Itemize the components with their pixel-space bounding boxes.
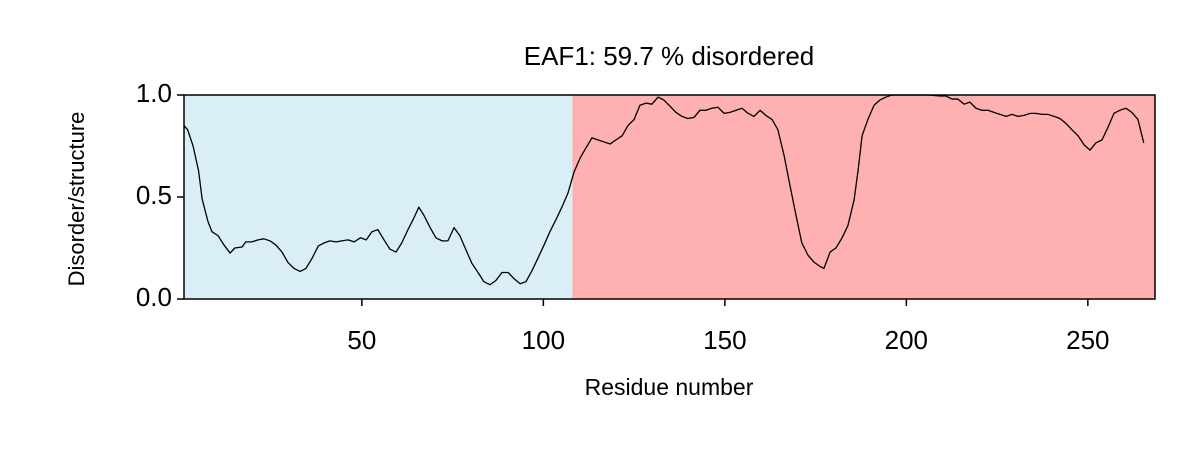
x-tick-label: 200: [885, 325, 928, 355]
y-tick-label: 0.5: [136, 180, 172, 210]
chart-title: EAF1: 59.7 % disordered: [524, 41, 815, 71]
y-tick-label: 0.0: [136, 282, 172, 312]
y-tick-label: 1.0: [136, 78, 172, 108]
y-axis-label: Disorder/structure: [64, 112, 89, 287]
x-tick-label: 250: [1066, 325, 1109, 355]
x-tick-label: 100: [522, 325, 565, 355]
data-line: [183, 94, 1145, 286]
x-tick-label: 150: [703, 325, 746, 355]
region: [572, 95, 1155, 299]
x-tick-label: 50: [347, 325, 376, 355]
region: [184, 95, 573, 299]
x-axis-label: Residue number: [585, 374, 754, 400]
